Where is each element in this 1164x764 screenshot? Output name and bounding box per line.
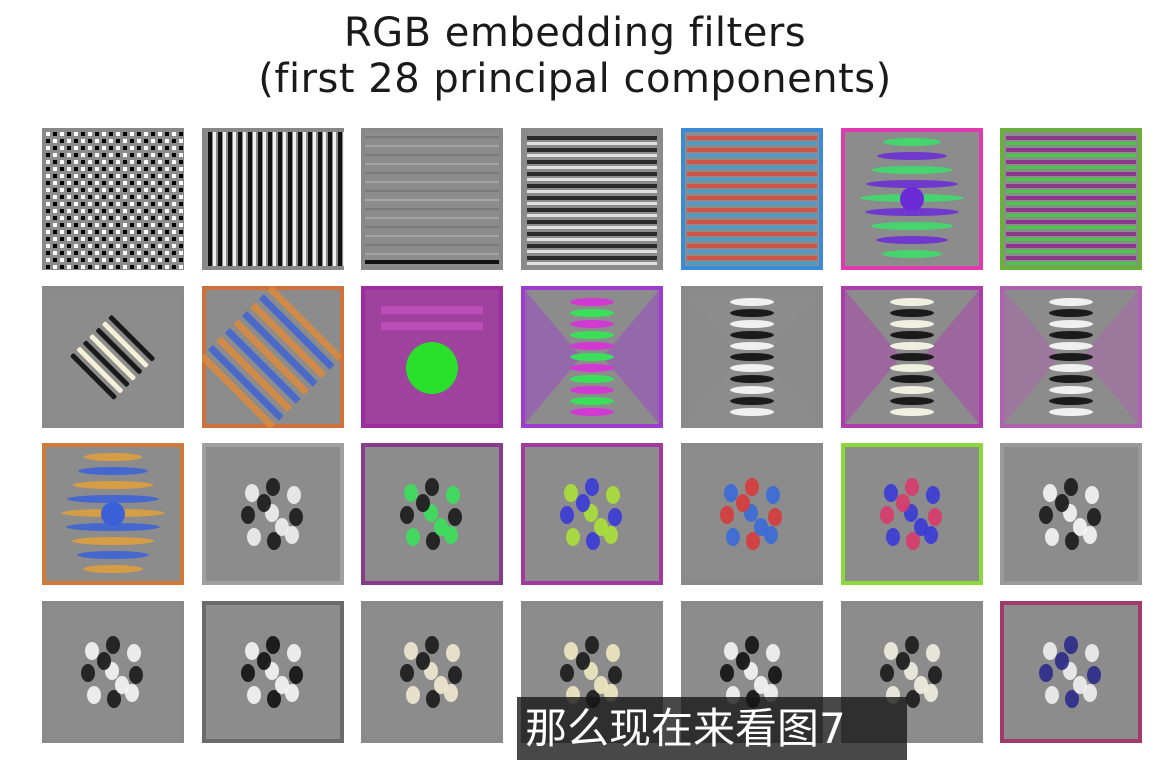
filter-tile xyxy=(361,285,504,428)
filter-tile xyxy=(840,128,983,270)
figure-title-line1: RGB embedding filters xyxy=(343,10,807,56)
filter-tile xyxy=(42,600,184,743)
filter-tile xyxy=(42,443,184,585)
filter-tile xyxy=(361,600,504,743)
filter-tile xyxy=(1000,600,1143,743)
filter-tile xyxy=(840,285,983,428)
figure-title-line2: (first 28 principal components) xyxy=(258,56,892,102)
filter-tile xyxy=(680,285,823,428)
filter-tile xyxy=(521,285,664,428)
filter-tile xyxy=(1000,128,1143,270)
filter-tile xyxy=(680,128,823,270)
filter-tile xyxy=(1000,443,1143,585)
filter-tile xyxy=(680,443,823,585)
filter-grid xyxy=(42,128,1143,744)
filter-tile xyxy=(42,285,184,428)
filter-tile xyxy=(521,128,664,270)
video-subtitle: 那么现在来看图7 xyxy=(517,697,907,760)
filter-tile xyxy=(201,600,344,743)
filter-tile xyxy=(201,443,344,585)
filter-tile xyxy=(361,443,504,585)
filter-tile xyxy=(1000,285,1143,428)
filter-tile xyxy=(361,128,504,270)
filter-tile xyxy=(201,285,344,428)
filter-tile xyxy=(840,443,983,585)
filter-tile xyxy=(42,128,184,270)
filter-tile xyxy=(521,443,664,585)
filter-tile xyxy=(840,600,983,743)
filter-tile xyxy=(201,128,344,270)
figure-title: RGB embedding filters (first 28 principa… xyxy=(0,10,1150,102)
